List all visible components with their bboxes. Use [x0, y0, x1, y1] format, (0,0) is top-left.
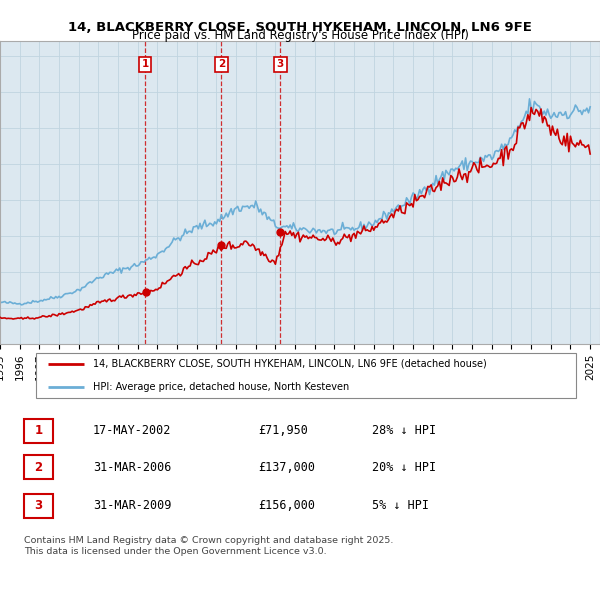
Text: 5% ↓ HPI: 5% ↓ HPI — [372, 499, 429, 512]
Text: 28% ↓ HPI: 28% ↓ HPI — [372, 424, 436, 437]
Text: £71,950: £71,950 — [258, 424, 308, 437]
Text: Price paid vs. HM Land Registry's House Price Index (HPI): Price paid vs. HM Land Registry's House … — [131, 30, 469, 42]
Text: 3: 3 — [277, 60, 284, 70]
Text: 20% ↓ HPI: 20% ↓ HPI — [372, 461, 436, 474]
Text: 2: 2 — [34, 461, 43, 474]
Text: Contains HM Land Registry data © Crown copyright and database right 2025.
This d: Contains HM Land Registry data © Crown c… — [24, 536, 394, 556]
Text: 14, BLACKBERRY CLOSE, SOUTH HYKEHAM, LINCOLN, LN6 9FE (detached house): 14, BLACKBERRY CLOSE, SOUTH HYKEHAM, LIN… — [93, 359, 487, 369]
Text: 31-MAR-2009: 31-MAR-2009 — [93, 499, 172, 512]
Text: 3: 3 — [34, 499, 43, 512]
FancyBboxPatch shape — [24, 455, 53, 479]
Text: 1: 1 — [142, 60, 149, 70]
Text: £156,000: £156,000 — [258, 499, 315, 512]
Text: 17-MAY-2002: 17-MAY-2002 — [93, 424, 172, 437]
Text: £137,000: £137,000 — [258, 461, 315, 474]
FancyBboxPatch shape — [24, 419, 53, 443]
Text: 2: 2 — [218, 60, 225, 70]
Text: 1: 1 — [34, 424, 43, 437]
Text: 14, BLACKBERRY CLOSE, SOUTH HYKEHAM, LINCOLN, LN6 9FE: 14, BLACKBERRY CLOSE, SOUTH HYKEHAM, LIN… — [68, 21, 532, 34]
Text: 31-MAR-2006: 31-MAR-2006 — [93, 461, 172, 474]
Text: HPI: Average price, detached house, North Kesteven: HPI: Average price, detached house, Nort… — [93, 382, 349, 392]
FancyBboxPatch shape — [24, 494, 53, 518]
FancyBboxPatch shape — [36, 353, 576, 398]
